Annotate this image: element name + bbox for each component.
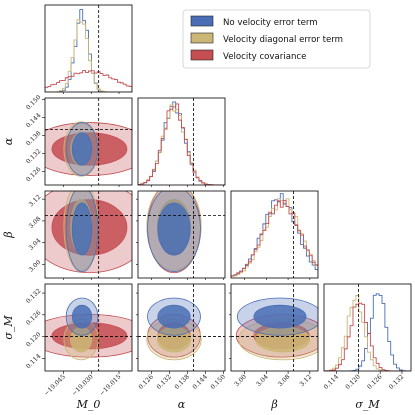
xtick-label-sigmaM-1: 0.120 — [344, 373, 362, 391]
xlabel-beta: β — [270, 398, 277, 411]
xtick-label-beta-0: 3.00 — [233, 373, 248, 388]
frame-alpha-beta — [137, 190, 226, 279]
contour-panel-alpha-sigmaM — [146, 297, 202, 361]
frame-M0-alpha — [44, 97, 133, 186]
ytick-label-alpha-4: 0.150 — [25, 94, 43, 112]
ylabel-beta: β — [2, 231, 15, 238]
contour-inner-0 — [157, 202, 191, 256]
frame-sigmaM — [323, 283, 412, 372]
contour-inner-0 — [71, 202, 93, 256]
frame-M0-beta — [44, 190, 133, 279]
hist-panel-alpha — [138, 101, 225, 185]
legend: No velocity error term Velocity diagonal… — [182, 9, 371, 69]
legend-label-0: No velocity error term — [223, 18, 318, 28]
frame-alpha-sigmaM — [137, 283, 226, 372]
ylabel-alpha: α — [2, 137, 15, 145]
hist-alpha-series-1 — [138, 104, 225, 185]
contour-panel-M0-alpha — [45, 121, 132, 177]
xlabel-alpha: α — [178, 398, 186, 411]
xtick-label-M0-2: −19.015 — [99, 373, 123, 397]
contour-panel-M0-beta — [45, 191, 132, 274]
contour-inner-0 — [71, 132, 93, 166]
xtick-label-sigmaM-0: 0.114 — [323, 373, 341, 391]
ylabel-sigmaM: σ_M — [2, 315, 15, 340]
contour-inner-0 — [71, 304, 93, 329]
hist-alpha-series-0 — [138, 101, 225, 185]
ytick-label-sigmaM-0: 0.114 — [25, 353, 43, 371]
contour-inner-0 — [253, 304, 307, 329]
xlabel-sigmaM: σ_M — [355, 398, 380, 411]
ytick-label-alpha-1: 0.132 — [25, 148, 43, 166]
legend-swatch-2 — [190, 49, 214, 61]
xtick-label-beta-2: 3.08 — [277, 373, 292, 388]
contour-panel-alpha-beta — [146, 191, 202, 274]
legend-label-2: Velocity covariance — [223, 52, 306, 62]
hist-beta-series-2 — [231, 200, 318, 278]
legend-label-1: Velocity diagonal error term — [223, 35, 343, 45]
xtick-label-M0-1: −19.030 — [71, 373, 95, 397]
ytick-label-sigmaM-1: 0.120 — [25, 331, 43, 349]
legend-swatch-0 — [190, 15, 214, 27]
hist-M0-series-2 — [45, 70, 132, 92]
frame-beta-sigmaM — [230, 283, 319, 372]
contour-inner-0 — [157, 304, 191, 329]
ytick-label-sigmaM-3: 0.132 — [25, 287, 43, 305]
xtick-label-beta-3: 3.12 — [299, 373, 314, 388]
contour-panel-beta-sigmaM — [235, 297, 318, 361]
hist-panel-M0 — [45, 9, 132, 92]
ytick-label-alpha-2: 0.138 — [25, 130, 43, 148]
frame-beta — [230, 190, 319, 279]
ytick-label-beta-2: 3.08 — [28, 215, 43, 230]
contour-panel-M0-sigmaM — [45, 297, 132, 361]
xtick-label-alpha-2: 0.138 — [173, 373, 191, 391]
xtick-label-sigmaM-3: 0.132 — [388, 373, 406, 391]
ytick-label-alpha-0: 0.126 — [25, 166, 43, 184]
legend-frame — [182, 9, 371, 69]
xtick-label-beta-1: 3.04 — [255, 373, 270, 388]
ytick-label-beta-3: 3.12 — [28, 194, 43, 209]
ytick-label-beta-0: 3.00 — [28, 259, 43, 274]
ytick-label-beta-1: 3.04 — [28, 237, 43, 252]
xtick-label-alpha-0: 0.126 — [137, 373, 155, 391]
xtick-label-alpha-1: 0.132 — [155, 373, 173, 391]
xtick-label-alpha-3: 0.144 — [191, 373, 209, 391]
frame-M0 — [44, 4, 133, 93]
frame-alpha — [137, 97, 226, 186]
hist-panel-beta — [231, 193, 318, 278]
hist-panel-sigmaM — [324, 293, 411, 371]
xtick-label-sigmaM-2: 0.126 — [366, 373, 384, 391]
legend-swatch-1 — [190, 32, 214, 44]
xtick-label-M0-0: −19.045 — [43, 373, 67, 397]
frame-M0-sigmaM — [44, 283, 133, 372]
xtick-label-alpha-4: 0.150 — [209, 373, 227, 391]
xlabel-M0: M_0 — [76, 398, 101, 411]
ytick-label-sigmaM-2: 0.126 — [25, 309, 43, 327]
ytick-label-alpha-3: 0.144 — [25, 112, 43, 130]
